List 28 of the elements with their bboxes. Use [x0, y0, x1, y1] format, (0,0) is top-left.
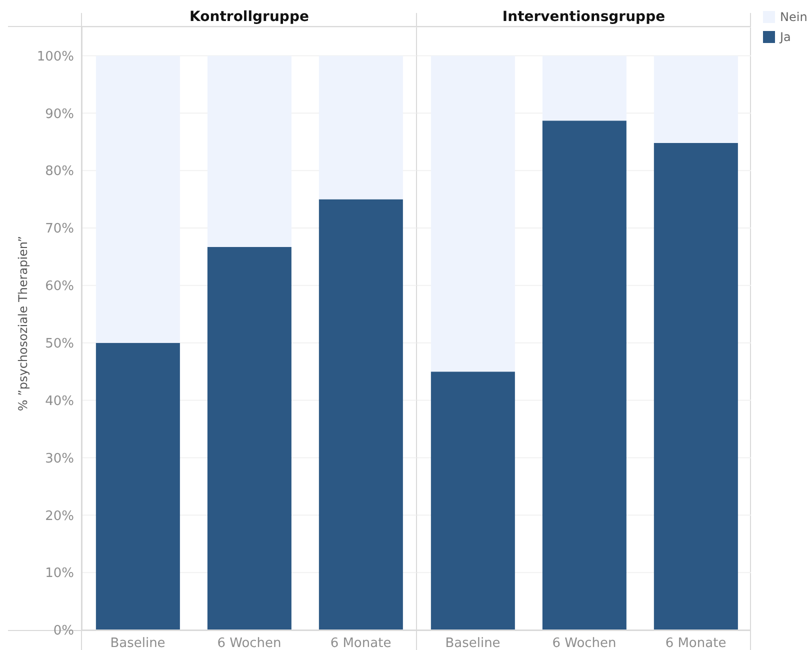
bar: [318, 199, 403, 630]
bar: [430, 372, 514, 630]
bar: [542, 120, 626, 630]
y-tick-label: 20%: [45, 508, 74, 524]
legend-label: Ja: [780, 30, 791, 44]
y-tick-label: 90%: [45, 106, 74, 122]
bar: [96, 342, 180, 630]
y-tick-label: 0%: [53, 624, 74, 639]
bar: [207, 246, 292, 630]
x-tick-label: 6 Monate: [330, 636, 392, 650]
bar: [653, 143, 738, 630]
x-tick-label: Baseline: [444, 636, 500, 650]
x-tick-label: Baseline: [110, 636, 166, 650]
y-tick-label: 40%: [45, 394, 74, 409]
x-tick-label: 6 Monate: [664, 636, 726, 650]
x-tick-label: 6 Wochen: [552, 636, 616, 650]
y-tick-label: 60%: [45, 279, 74, 294]
y-tick-label: 30%: [45, 451, 74, 466]
y-tick-label: 10%: [45, 566, 74, 582]
chart-title: Interventionsgruppe: [501, 8, 666, 26]
y-axis-title: % ”psychosoziale Therapien”: [16, 236, 30, 412]
x-tick-label: 6 Wochen: [217, 636, 282, 650]
y-tick-label: 80%: [45, 164, 74, 180]
y-tick-label: 100%: [36, 49, 74, 64]
legend-label: Nein: [780, 10, 808, 24]
y-tick-label: 50%: [45, 336, 74, 352]
chart-title: Kontrollgruppe: [188, 8, 310, 26]
y-tick-label: 70%: [45, 222, 74, 237]
